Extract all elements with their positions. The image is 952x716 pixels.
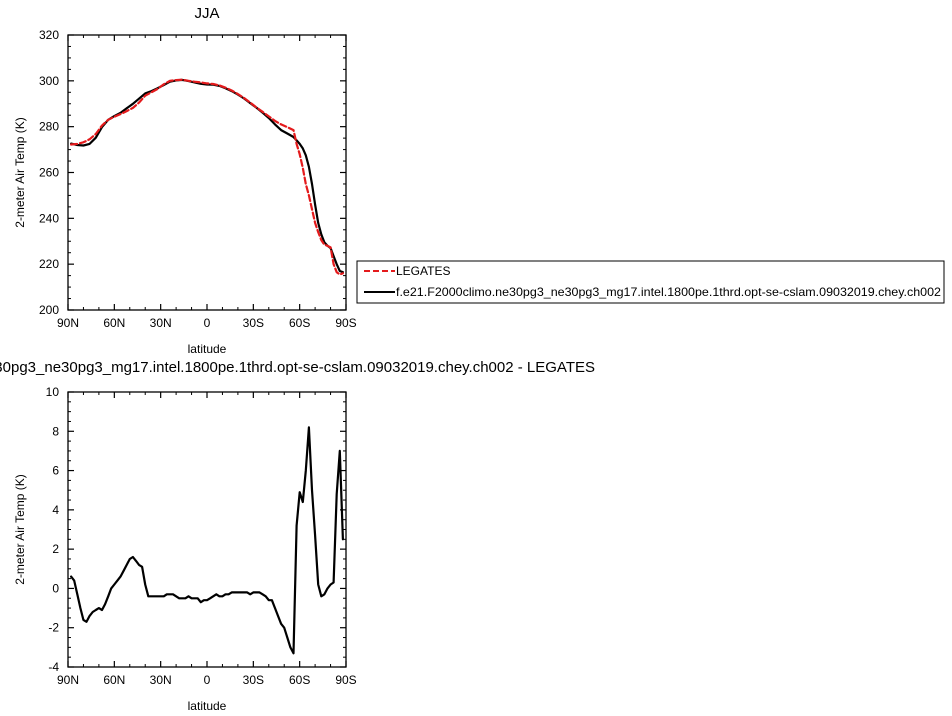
panel-1-ytick-label: 280: [39, 120, 59, 134]
panel-2-frame: [67, 391, 347, 668]
panel-2-ytick-label: 0: [52, 581, 59, 595]
panel-1-ylabel: 2-meter Air Temp (K): [13, 117, 27, 227]
panel-2-series-line-model: [69, 426, 344, 655]
legend-label-legates: LEGATES: [396, 264, 450, 278]
panel-2-ytick-label: -4: [48, 660, 59, 674]
panel-1-ytick-label: 220: [39, 257, 59, 271]
panel-2-xtick-label: 60S: [289, 673, 310, 687]
panel-1-ytick-label: 200: [39, 303, 59, 317]
panel-1-xtick-label: 30N: [150, 316, 172, 330]
panel-2-ytick-label: 2: [52, 542, 59, 556]
panel-1-title: JJA: [194, 5, 219, 22]
legend: LEGATES f.e21.F2000climo.ne30pg3_ne30pg3…: [356, 260, 945, 304]
panel-1-xtick-label: 60N: [103, 316, 125, 330]
panel-2-ytick-label: 10: [46, 385, 60, 399]
panel-1-frame: [67, 34, 347, 311]
panel-1-series-line-legates: [69, 78, 344, 276]
panel-2-series: [69, 426, 344, 655]
panel-1-series: [69, 78, 344, 276]
panel-2-xtick-label: 0: [204, 673, 211, 687]
panel-2-ytick-label: 4: [52, 503, 59, 517]
panel-2-ticks: 90N 60N 30N 0 30S 60S 90S -4 -2 0 2 4 6 8 10: [46, 385, 357, 687]
panel-2-xtick-label: 90N: [57, 673, 79, 687]
legend-box: [356, 260, 945, 304]
panel-1-xtick-label: 90S: [335, 316, 356, 330]
panel-1-xtick-label: 30S: [243, 316, 264, 330]
panel-1: JJA 90N 60N 30N 0 30S 60S 90S 200 220 240 260 280 30…: [13, 5, 945, 356]
panel-2-xtick-label: 90S: [335, 673, 356, 687]
panel-1-series-line-model: [69, 78, 344, 274]
panel-2-xtick-label: 60N: [103, 673, 125, 687]
panel-1-ytick-label: 260: [39, 166, 59, 180]
panel-2-ytick-label: 8: [52, 424, 59, 438]
panel-2-xtick-label: 30N: [150, 673, 172, 687]
panel-2: f.e21.F2000climo.ne30pg3_ne30pg3_mg17.in…: [0, 359, 595, 713]
panel-2-title: f.e21.F2000climo.ne30pg3_ne30pg3_mg17.in…: [0, 359, 595, 376]
panel-1-ticks: 90N 60N 30N 0 30S 60S 90S 200 220 240 260 280 300 320: [39, 28, 357, 330]
panel-1-xtick-label: 90N: [57, 316, 79, 330]
panel-1-xtick-label: 60S: [289, 316, 310, 330]
panel-2-ylabel: 2-meter Air Temp (K): [13, 474, 27, 584]
panel-1-ytick-label: 320: [39, 28, 59, 42]
panel-2-xtick-label: 30S: [243, 673, 264, 687]
panel-2-ytick-label: -2: [48, 621, 59, 635]
panel-1-xlabel: latitude: [188, 342, 227, 356]
panel-1-ytick-label: 300: [39, 74, 59, 88]
panel-1-ytick-label: 240: [39, 211, 59, 225]
panel-2-ytick-label: 6: [52, 464, 59, 478]
panel-1-xtick-label: 0: [204, 316, 211, 330]
panel-2-xlabel: latitude: [188, 699, 227, 713]
legend-label-model: f.e21.F2000climo.ne30pg3_ne30pg3_mg17.in…: [396, 285, 941, 299]
